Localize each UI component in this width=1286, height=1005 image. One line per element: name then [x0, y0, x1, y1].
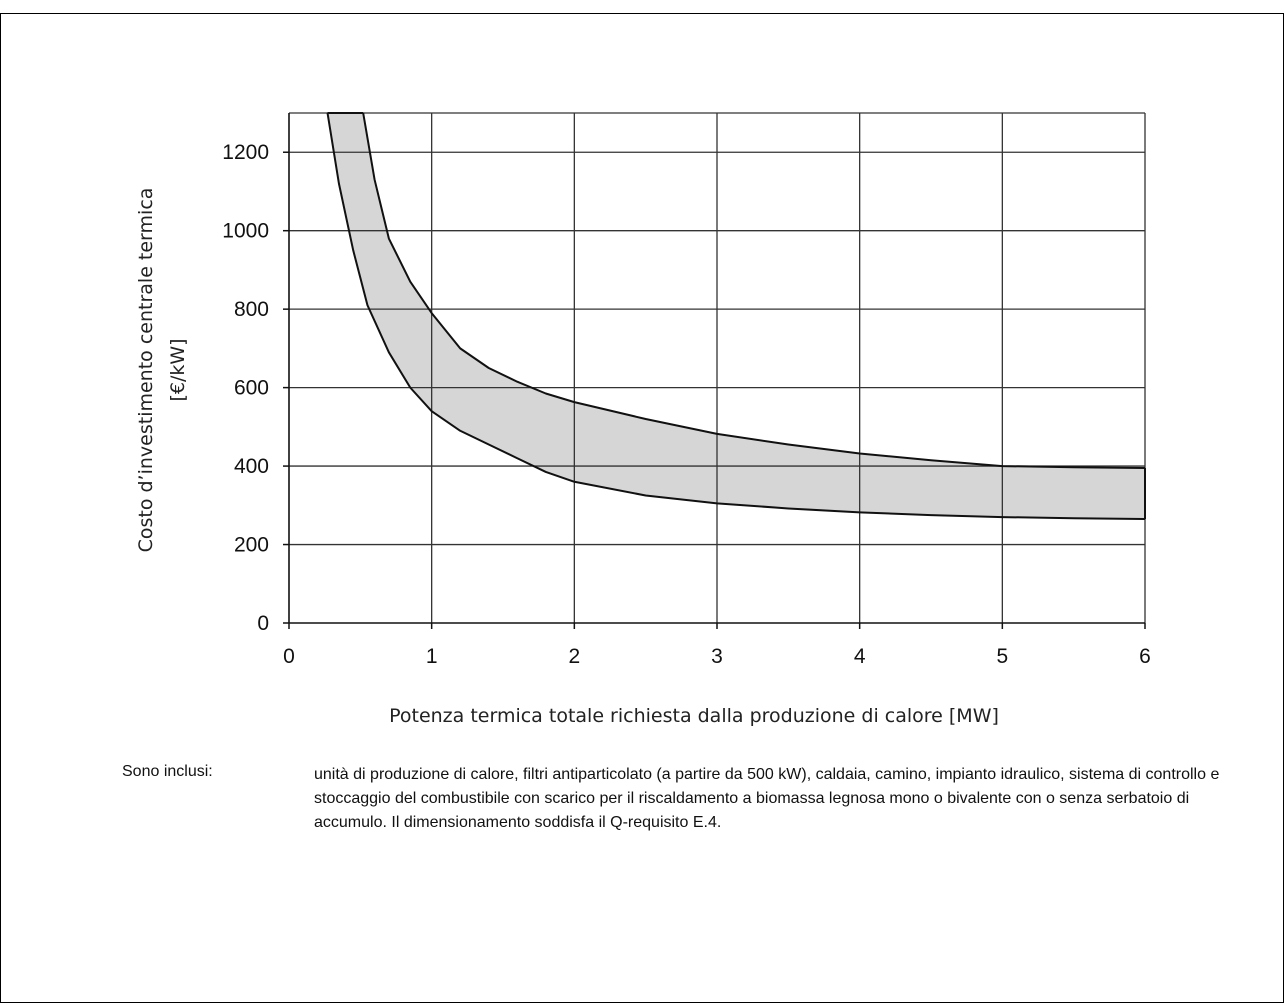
- x-tick-label: 3: [711, 645, 723, 668]
- series-line-1: [362, 112, 1146, 470]
- notes-label: Sono inclusi:: [122, 763, 213, 780]
- y-axis-title-line2: [€/kW]: [167, 338, 189, 401]
- band-fill: [327, 113, 1145, 520]
- y-tick-label: 800: [234, 298, 269, 321]
- plot-area: 0 1 2 3 4 5 6 0 200 400 600 800 1000 1200 Potenza term…: [135, 112, 1151, 727]
- y-tick-label: 600: [234, 377, 269, 400]
- y-tick-label: 1200: [222, 141, 269, 164]
- y-tick-label: 1000: [222, 220, 269, 243]
- x-tick-label: 0: [283, 645, 295, 668]
- y-tick-label: 0: [257, 612, 269, 635]
- notes-text: unità di produzione di calore, filtri an…: [314, 766, 1220, 831]
- y-tick-label: 200: [234, 534, 269, 557]
- x-axis-title: Potenza termica totale richiesta dalla p…: [389, 705, 999, 727]
- y-tick-label: 400: [234, 455, 269, 478]
- x-tick-label: 2: [568, 645, 580, 668]
- chart: 0 1 2 3 4 5 6 0 200 400 600 800 1000 1200 Potenza term…: [135, 112, 1151, 727]
- y-axis-title-line1: Costo d’investimento centrale termica: [135, 188, 157, 553]
- series-line-0: [326, 112, 1146, 521]
- x-tick-label: 4: [854, 645, 866, 668]
- x-tick-label: 1: [426, 645, 438, 668]
- x-tick-label: 6: [1139, 645, 1151, 668]
- x-tick-label: 5: [996, 645, 1008, 668]
